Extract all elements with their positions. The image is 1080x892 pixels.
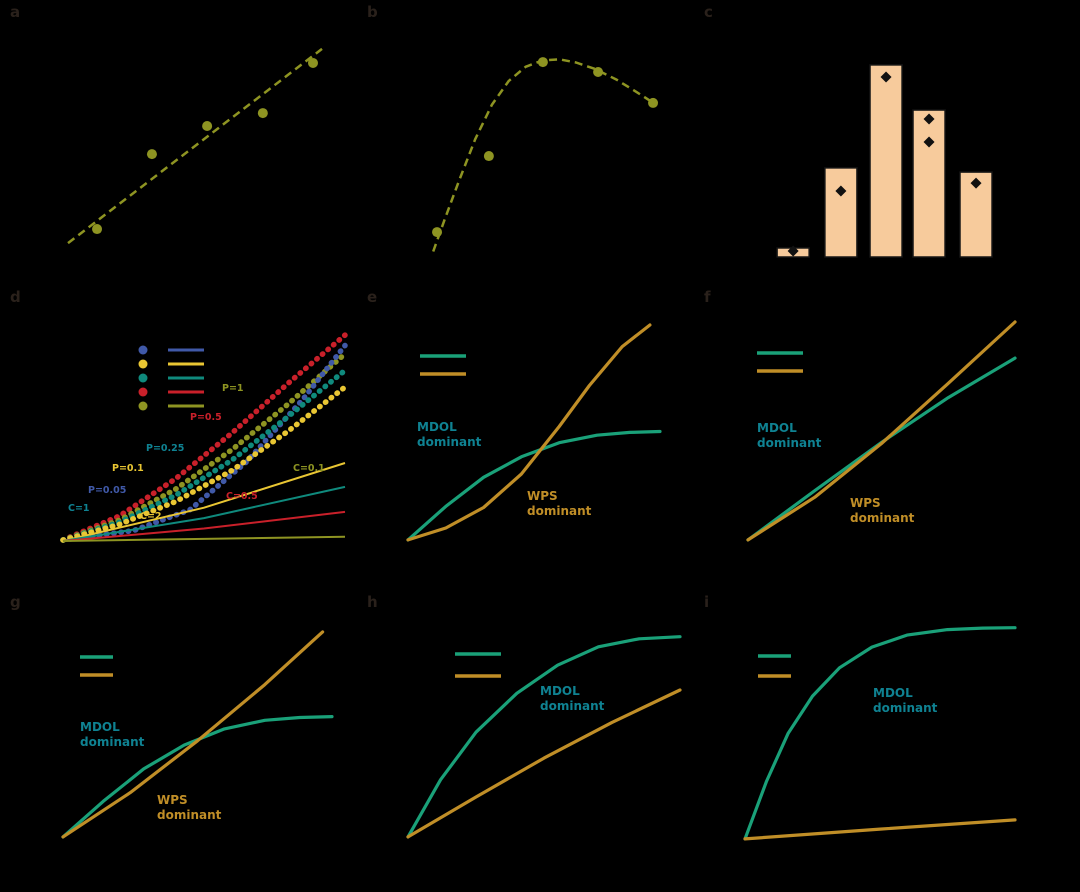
scatter-point bbox=[307, 57, 318, 68]
annotation-label: MDOL dominant bbox=[417, 420, 482, 449]
series-d-red-dotted bbox=[60, 332, 348, 543]
annotation-label: MDOL dominant bbox=[540, 684, 605, 713]
scatter-point bbox=[593, 67, 604, 78]
annotation-label: C=1 bbox=[68, 503, 90, 514]
bar bbox=[912, 109, 946, 258]
bar-marker-diamond bbox=[880, 71, 892, 83]
legend-dot-swatch bbox=[138, 387, 148, 397]
scatter-point bbox=[432, 227, 443, 238]
legend-dot-swatch bbox=[138, 373, 148, 383]
bar bbox=[869, 64, 903, 258]
annotation-label: MDOL dominant bbox=[80, 720, 145, 749]
scatter-point bbox=[146, 149, 157, 160]
series-d-olive-solid bbox=[62, 535, 346, 542]
bar-marker-diamond bbox=[923, 136, 935, 148]
series-e-gold-curve bbox=[406, 323, 652, 542]
scatter-point bbox=[257, 108, 268, 119]
scatter-point bbox=[92, 224, 103, 235]
bar-marker-diamond bbox=[923, 113, 935, 125]
series-h-gold-curve bbox=[406, 688, 682, 839]
annotation-label: WPS dominant bbox=[157, 793, 222, 822]
annotation-label: P=0.5 bbox=[190, 412, 222, 423]
annotation-label: P=1 bbox=[222, 383, 244, 394]
panel-letter-c: c bbox=[704, 3, 713, 21]
series-h-green-curve bbox=[406, 635, 682, 839]
annotation-label: WPS dominant bbox=[527, 489, 592, 518]
series-i-gold-curve bbox=[743, 818, 1017, 841]
legend-dot-swatch bbox=[138, 359, 148, 369]
panel-letter-g: g bbox=[10, 593, 21, 611]
series-i-green-curve bbox=[743, 626, 1017, 841]
panel-letter-f: f bbox=[704, 288, 711, 306]
panel-letter-b: b bbox=[367, 3, 378, 21]
series-g-gold-curve bbox=[61, 630, 325, 839]
series-d-olive-dotted bbox=[60, 351, 348, 543]
annotation-label: C=2 bbox=[140, 511, 162, 522]
panel-letter-h: h bbox=[367, 593, 378, 611]
annotation-label: C=0.1 bbox=[293, 463, 325, 474]
bar-marker-diamond bbox=[970, 177, 982, 189]
bar bbox=[824, 167, 858, 258]
panel-letter-d: d bbox=[10, 288, 21, 306]
series-a-fit-line bbox=[67, 47, 323, 245]
annotation-label: P=0.05 bbox=[88, 485, 127, 496]
legend-dot-swatch bbox=[138, 401, 148, 411]
series-b-peaked-curve bbox=[432, 58, 654, 252]
panel-letter-i: i bbox=[704, 593, 710, 611]
annotation-label: MDOL dominant bbox=[873, 686, 938, 715]
annotation-label: P=0.25 bbox=[146, 443, 185, 454]
panel-letter-a: a bbox=[10, 3, 21, 21]
series-d-red-solid bbox=[62, 510, 346, 542]
annotation-label: MDOL dominant bbox=[757, 421, 822, 450]
series-d-blue-dotted bbox=[60, 342, 348, 543]
scatter-point bbox=[483, 151, 494, 162]
series-f-gold-curve bbox=[746, 320, 1017, 542]
panel-letter-e: e bbox=[367, 288, 378, 306]
annotation-label: P=0.1 bbox=[112, 463, 144, 474]
bar-marker-diamond bbox=[835, 185, 847, 197]
scatter-point bbox=[202, 121, 213, 132]
legend-dot-swatch bbox=[138, 345, 148, 355]
bar-marker-diamond bbox=[787, 245, 799, 257]
annotation-label: C=0.5 bbox=[226, 491, 258, 502]
scatter-point bbox=[648, 97, 659, 108]
scatter-point bbox=[537, 57, 548, 68]
bar bbox=[959, 171, 993, 258]
series-d-yellow-dotted bbox=[60, 384, 348, 543]
series-d-yellow-solid bbox=[62, 462, 346, 542]
series-d-teal-solid bbox=[62, 485, 346, 542]
annotation-label: WPS dominant bbox=[850, 496, 915, 525]
